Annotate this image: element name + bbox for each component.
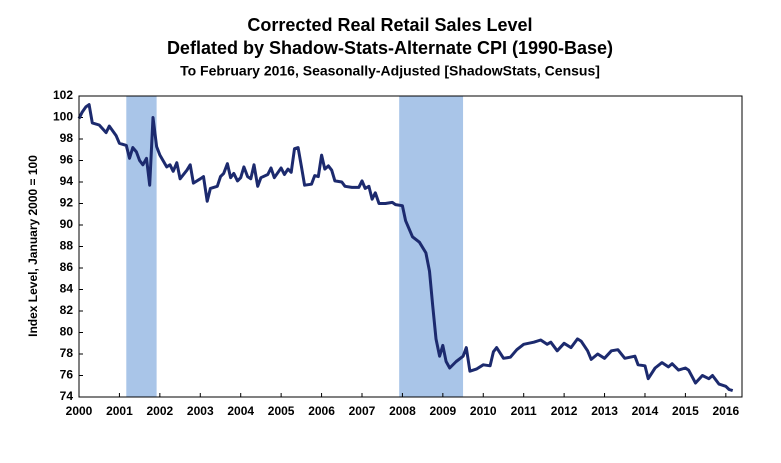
x-tick-label: 2013 bbox=[591, 404, 618, 418]
y-tick-label: 74 bbox=[60, 389, 74, 403]
chart-subtitle: Deflated by Shadow-Stats-Alternate CPI (… bbox=[167, 38, 613, 58]
y-tick-label: 90 bbox=[60, 217, 74, 231]
y-tick-label: 76 bbox=[60, 368, 74, 382]
y-tick-label: 96 bbox=[60, 153, 74, 167]
y-tick-label: 88 bbox=[60, 239, 74, 253]
x-tick-label: 2014 bbox=[632, 404, 659, 418]
x-tick-label: 2005 bbox=[268, 404, 295, 418]
x-tick-label: 2004 bbox=[227, 404, 254, 418]
y-tick-label: 98 bbox=[60, 131, 74, 145]
y-tick-label: 82 bbox=[60, 303, 74, 317]
y-tick-label: 86 bbox=[60, 260, 74, 274]
y-tick-label: 84 bbox=[60, 282, 74, 296]
y-tick-label: 100 bbox=[53, 110, 73, 124]
x-tick-label: 2002 bbox=[147, 404, 174, 418]
x-tick-label: 2006 bbox=[308, 404, 335, 418]
x-tick-label: 2007 bbox=[349, 404, 376, 418]
chart-subtitle: To February 2016, Seasonally-Adjusted [S… bbox=[180, 63, 600, 79]
x-tick-label: 2008 bbox=[389, 404, 416, 418]
recession-band bbox=[399, 96, 464, 397]
y-tick-label: 102 bbox=[53, 88, 73, 102]
x-tick-label: 2001 bbox=[106, 404, 133, 418]
x-tick-label: 2011 bbox=[511, 404, 537, 418]
x-tick-label: 2012 bbox=[551, 404, 578, 418]
data-line bbox=[77, 103, 734, 393]
chart-title: Corrected Real Retail Sales Level bbox=[247, 15, 532, 35]
y-axis-label: Index Level, January 2000 = 100 bbox=[26, 155, 40, 337]
plot-frame bbox=[78, 95, 743, 398]
x-tick-label: 2009 bbox=[429, 404, 456, 418]
x-tick-label: 2015 bbox=[672, 404, 699, 418]
y-tick-label: 94 bbox=[60, 174, 74, 188]
x-tick-label: 2000 bbox=[66, 404, 93, 418]
x-tick-label: 2003 bbox=[187, 404, 214, 418]
y-tick-label: 92 bbox=[60, 196, 74, 210]
y-tick-label: 78 bbox=[60, 346, 74, 360]
x-tick-label: 2010 bbox=[470, 404, 497, 418]
x-tick-label: 2016 bbox=[712, 404, 739, 418]
y-tick-label: 80 bbox=[60, 325, 74, 339]
